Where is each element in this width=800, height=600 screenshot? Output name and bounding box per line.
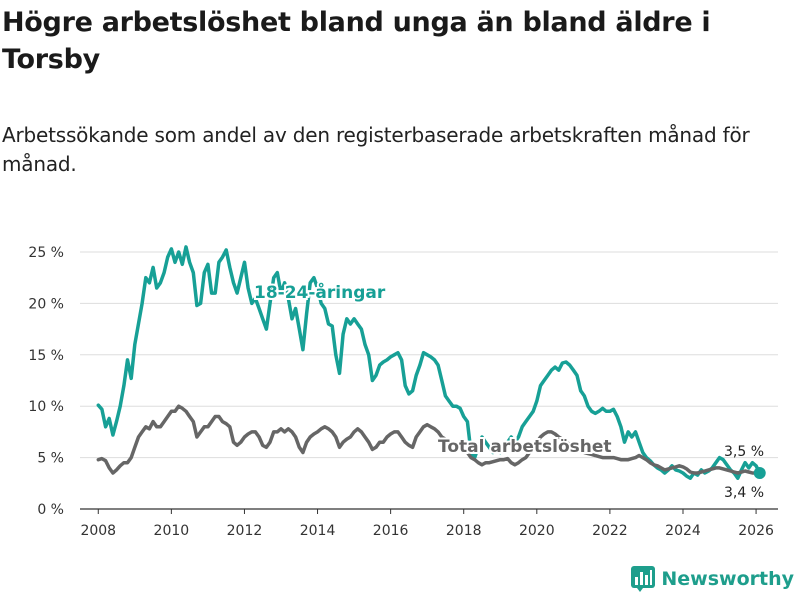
y-tick-label: 20 % [28, 296, 64, 312]
y-tick-label: 15 % [28, 348, 64, 364]
gridlines [80, 251, 778, 510]
brand-logo: Newsworthy [631, 566, 794, 592]
x-tick-label: 2014 [300, 523, 336, 539]
annotations: 18-24-åringar Total arbetslöshet 3,5 % 3… [252, 279, 764, 501]
youth-series-line [96, 245, 762, 480]
youth-series-label: 18-24-åringar [254, 281, 386, 303]
y-tick-label: 10 % [28, 399, 64, 415]
y-tick-label: 5 % [37, 451, 64, 467]
chart-title: Högre arbetslöshet bland unga än bland ä… [2, 7, 711, 75]
x-tick-label: 2016 [373, 523, 409, 539]
latest-value-marker [753, 467, 766, 480]
total-end-value-label: 3,4 % [724, 485, 764, 501]
x-tick-label: 2022 [592, 523, 628, 539]
series-lines [96, 245, 766, 480]
x-tick-label: 2018 [446, 523, 482, 539]
x-tick-label: 2010 [154, 523, 190, 539]
x-tick-label: 2008 [80, 523, 116, 539]
youth-end-value-label: 3,5 % [724, 444, 764, 460]
y-tick-label: 25 % [28, 245, 64, 261]
chart-subtitle: Arbetssökande som andel av den registerb… [2, 123, 750, 176]
x-tick-label: 2020 [519, 523, 555, 539]
bar-chart-icon [631, 566, 656, 592]
axes: 0 % 5 % 10 % 15 % 20 % 25 % 2008 2010 2012 2014 20… [28, 245, 774, 539]
x-tick-label: 2024 [665, 523, 701, 539]
total-series-line [96, 404, 762, 476]
x-tick-label: 2012 [227, 523, 263, 539]
brand-name: Newsworthy [661, 568, 794, 590]
total-series-label: Total arbetslöshet [438, 437, 612, 457]
x-tick-label: 2026 [738, 523, 774, 539]
y-tick-label: 0 % [37, 502, 64, 518]
